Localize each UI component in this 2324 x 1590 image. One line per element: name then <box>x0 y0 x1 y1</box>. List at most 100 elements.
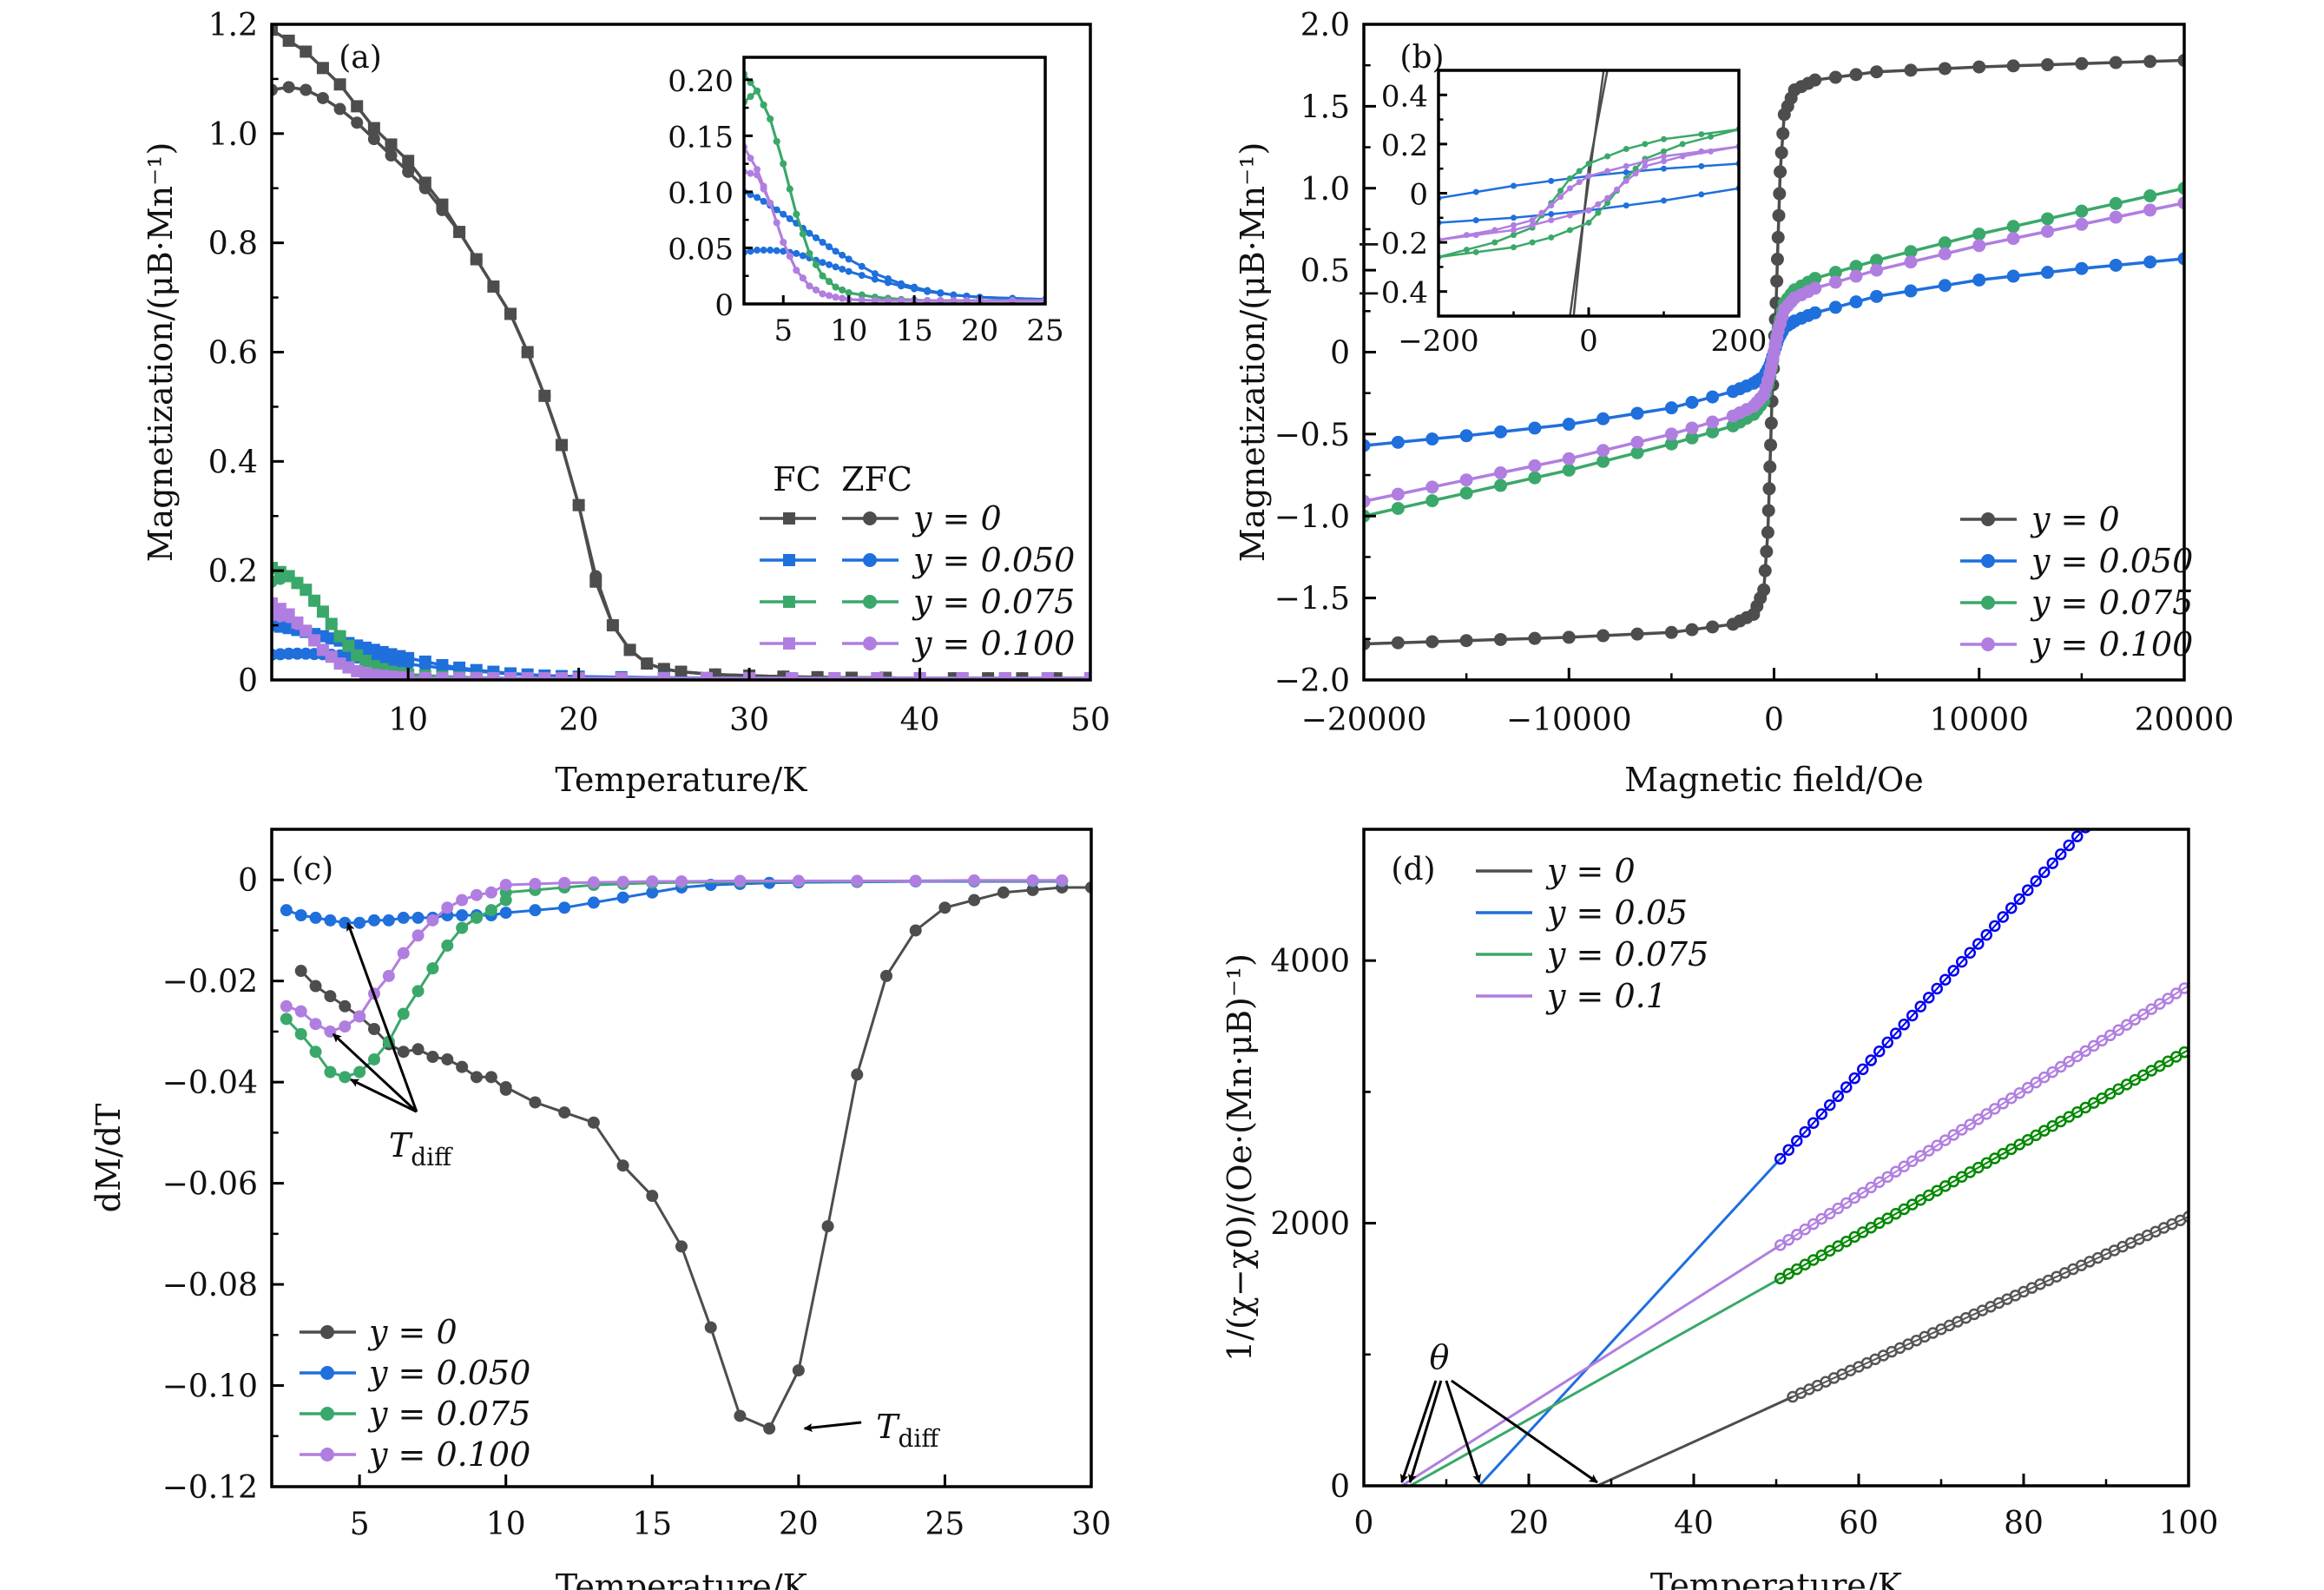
data-point <box>1491 239 1498 246</box>
data-point-open <box>2145 1003 2157 1015</box>
annotation-symbol: T <box>389 1126 413 1164</box>
data-point <box>1140 297 1147 304</box>
data-point <box>754 166 761 174</box>
data-point <box>1206 297 1213 304</box>
legend-item: y = 0.075 <box>1476 935 1708 973</box>
data-point <box>1870 289 1884 303</box>
c-y-tick-label: 0 <box>238 863 258 899</box>
data-point <box>1761 504 1775 518</box>
data-point-open <box>1865 1181 1877 1194</box>
data-point <box>2143 255 2157 269</box>
data-point <box>2041 212 2054 226</box>
data-point <box>397 947 410 960</box>
data-point <box>963 297 971 304</box>
b-x-tick-label: −10000 <box>1506 703 1632 738</box>
c-axes-frame <box>270 828 1093 1488</box>
data-point <box>1459 486 1473 500</box>
data-point <box>1698 148 1705 155</box>
data-point <box>441 901 454 914</box>
d-x-tick-label: 0 <box>1354 1506 1374 1541</box>
data-point-open <box>2013 893 2025 906</box>
data-point <box>1774 165 1787 179</box>
data-point <box>418 671 431 680</box>
inset-a-x-tick-label: 15 <box>895 313 932 348</box>
data-point <box>2075 204 2089 218</box>
data-point <box>1173 297 1180 304</box>
c-y-tick-label: −0.04 <box>162 1065 258 1101</box>
legend-label: y = 0.050 <box>912 541 1075 579</box>
data-point <box>436 672 449 680</box>
data-point <box>1664 401 1678 415</box>
data-point <box>773 206 780 214</box>
data-point <box>773 247 780 254</box>
data-point <box>1075 296 1082 303</box>
data-point-open <box>1840 1197 1853 1210</box>
data-point-open <box>1980 1108 1992 1120</box>
data-point-open <box>1873 1045 1886 1058</box>
data-point <box>1528 631 1542 645</box>
data-point <box>1585 207 1592 214</box>
data-point <box>615 672 628 680</box>
data-point-open <box>2104 1029 2117 1042</box>
c-y-tick-label: −0.06 <box>162 1167 258 1203</box>
data-point <box>657 672 670 680</box>
data-point <box>1664 625 1678 639</box>
data-point <box>675 1240 688 1253</box>
data-point <box>760 197 767 205</box>
data-point <box>1041 672 1054 680</box>
data-point <box>339 1000 352 1013</box>
data-point <box>1870 65 1884 79</box>
data-point <box>1494 466 1507 480</box>
legend-label: y = 0 <box>1545 852 1636 890</box>
data-point-open <box>2162 993 2174 1005</box>
data-point <box>1140 297 1147 304</box>
data-point <box>1904 255 1918 269</box>
series-y-0-100 <box>280 874 1069 1038</box>
data-point <box>1585 173 1592 180</box>
data-point <box>1661 158 1667 165</box>
data-point <box>1548 211 1555 218</box>
inset-a-y-tick-label: 0 <box>714 288 734 323</box>
data-point <box>1706 620 1720 634</box>
data-point <box>300 647 313 660</box>
data-point <box>1304 297 1311 304</box>
data-point <box>529 877 542 890</box>
legend-item: y = 0.100 <box>300 1435 530 1474</box>
inset-b-x-tick-label: 0 <box>1579 324 1598 359</box>
data-point <box>1773 187 1787 201</box>
annotation-subscript: diff <box>899 1424 941 1453</box>
data-point <box>1661 197 1667 204</box>
data-point <box>821 1220 834 1233</box>
data-point <box>1391 435 1405 449</box>
inset-a-y-tick-label: 0.15 <box>668 120 734 155</box>
data-point <box>1585 161 1592 168</box>
data-point <box>1511 182 1517 189</box>
data-point <box>1576 168 1583 175</box>
data-point-open <box>2022 884 2034 896</box>
legend-item: y = 0.050 <box>760 541 1075 579</box>
data-point <box>806 282 813 290</box>
data-point <box>909 874 922 887</box>
data-point <box>1642 162 1649 169</box>
data-point-open <box>1923 1145 1935 1157</box>
data-point <box>871 672 884 680</box>
data-point <box>773 219 780 227</box>
data-point <box>924 297 932 304</box>
annotation-arrow <box>803 1421 862 1433</box>
data-point-open <box>1997 1098 2009 1110</box>
data-point <box>747 169 754 177</box>
data-point <box>411 1043 425 1056</box>
fit-line <box>1597 1395 1794 1486</box>
data-point <box>1828 300 1842 314</box>
data-point <box>521 672 534 680</box>
data-point <box>1972 239 1986 253</box>
inset-loop-up <box>1439 143 1739 243</box>
data-point <box>1140 297 1147 304</box>
data-line <box>1792 1216 2189 1398</box>
d-y-tick-label: 0 <box>1330 1469 1350 1505</box>
data-point <box>884 279 892 287</box>
data-point <box>1562 463 1576 477</box>
data-point <box>1206 297 1213 304</box>
data-point <box>786 214 793 222</box>
